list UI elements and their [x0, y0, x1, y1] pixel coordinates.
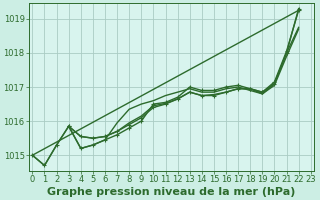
X-axis label: Graphe pression niveau de la mer (hPa): Graphe pression niveau de la mer (hPa) [47, 187, 296, 197]
